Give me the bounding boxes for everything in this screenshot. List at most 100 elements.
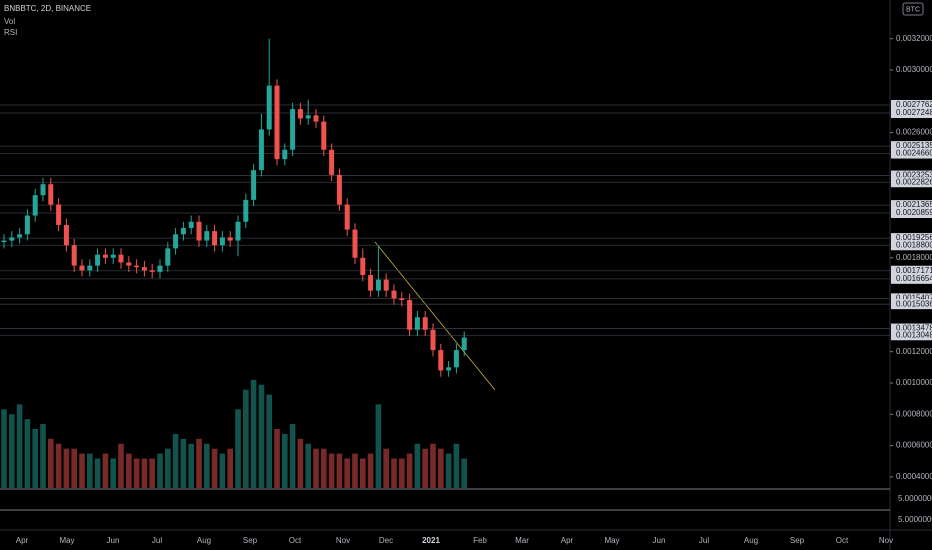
x-tick-label: Jun bbox=[107, 536, 120, 545]
candle-body bbox=[383, 279, 389, 291]
volume-bar bbox=[71, 448, 77, 488]
level-label-box bbox=[891, 208, 932, 219]
trend-line bbox=[374, 241, 496, 391]
candle-body bbox=[360, 257, 366, 275]
volume-bar bbox=[126, 453, 132, 488]
volume-bar bbox=[289, 424, 296, 488]
x-tick-label: Nov bbox=[879, 536, 893, 545]
volume-bar bbox=[141, 458, 148, 488]
volume-bar bbox=[445, 453, 452, 488]
candle-body bbox=[274, 85, 280, 160]
candle-body bbox=[235, 221, 241, 241]
volume-bar bbox=[305, 443, 311, 488]
volume-bar bbox=[157, 453, 163, 488]
candle-body bbox=[297, 109, 303, 119]
volume-bar bbox=[274, 429, 280, 488]
candle-body bbox=[79, 265, 85, 271]
volume-bar bbox=[243, 389, 249, 488]
volume-bar bbox=[204, 443, 210, 488]
x-tick-label: Sep bbox=[790, 536, 805, 545]
volume-bar bbox=[48, 438, 54, 488]
volume-bar bbox=[414, 443, 421, 488]
candle-body bbox=[56, 204, 62, 225]
candle-body bbox=[258, 129, 264, 171]
currency-badge[interactable] bbox=[902, 2, 924, 16]
level-label-box bbox=[891, 200, 932, 211]
candle-body bbox=[251, 170, 257, 200]
volume-bar bbox=[282, 433, 288, 488]
candle-body bbox=[71, 245, 77, 266]
x-tick-label: Oct bbox=[836, 536, 849, 545]
level-label-box bbox=[891, 273, 932, 284]
volume-bar bbox=[149, 458, 155, 488]
volume-bar bbox=[110, 458, 116, 488]
volume-bar bbox=[399, 458, 405, 488]
x-tick-label: Jul bbox=[699, 536, 709, 545]
volume-bar bbox=[336, 453, 343, 488]
x-tick-label: Sep bbox=[243, 536, 258, 545]
level-label-box bbox=[891, 293, 932, 304]
candle-body bbox=[321, 121, 327, 150]
volume-bar bbox=[461, 458, 467, 488]
volume-bar bbox=[235, 409, 241, 488]
candle-body bbox=[313, 115, 319, 122]
candle-body bbox=[453, 350, 459, 368]
volume-bar bbox=[79, 453, 85, 488]
candle-body bbox=[95, 254, 101, 266]
volume-bar bbox=[55, 443, 62, 488]
volume-bar bbox=[211, 448, 218, 488]
level-label-box bbox=[891, 170, 932, 181]
volume-bar bbox=[16, 404, 23, 488]
candle-body bbox=[446, 367, 452, 371]
candle-body bbox=[180, 228, 186, 235]
x-tick-label: Oct bbox=[289, 536, 302, 545]
volume-bar bbox=[313, 448, 319, 488]
candle-body bbox=[344, 204, 350, 230]
level-label-box bbox=[891, 299, 932, 310]
candle-body bbox=[173, 234, 179, 249]
volume-bar bbox=[9, 414, 15, 488]
candle-body bbox=[134, 265, 140, 268]
volume-bar bbox=[40, 424, 46, 488]
candle-body bbox=[212, 231, 218, 246]
volume-bar bbox=[172, 433, 179, 488]
candle-body bbox=[48, 184, 54, 205]
level-label-box bbox=[891, 99, 932, 110]
candle-body bbox=[17, 234, 23, 238]
candle-body bbox=[196, 221, 202, 241]
volume-bar bbox=[375, 404, 382, 488]
chart-title: BNBBTC, 2D, BINANCE bbox=[4, 4, 91, 13]
x-tick-label: May bbox=[59, 536, 74, 545]
level-label-box bbox=[891, 148, 932, 159]
volume-bar bbox=[24, 419, 31, 488]
volume-bar bbox=[406, 453, 413, 488]
x-tick-label: Mar bbox=[515, 536, 529, 545]
x-tick-label: Aug bbox=[197, 536, 211, 545]
candle-body bbox=[110, 254, 116, 258]
candle-body bbox=[438, 350, 444, 371]
currency-label: BTC bbox=[906, 6, 920, 13]
x-tick-label: Feb bbox=[473, 536, 487, 545]
candle-body bbox=[204, 231, 210, 241]
candle-body bbox=[329, 149, 335, 175]
volume-bar bbox=[360, 458, 366, 488]
volume-bar bbox=[391, 458, 397, 488]
volume-bar bbox=[383, 448, 389, 488]
candle-body bbox=[118, 254, 124, 263]
candle-body bbox=[282, 149, 288, 160]
volume-bar bbox=[453, 443, 460, 488]
volume-bar bbox=[63, 448, 70, 488]
